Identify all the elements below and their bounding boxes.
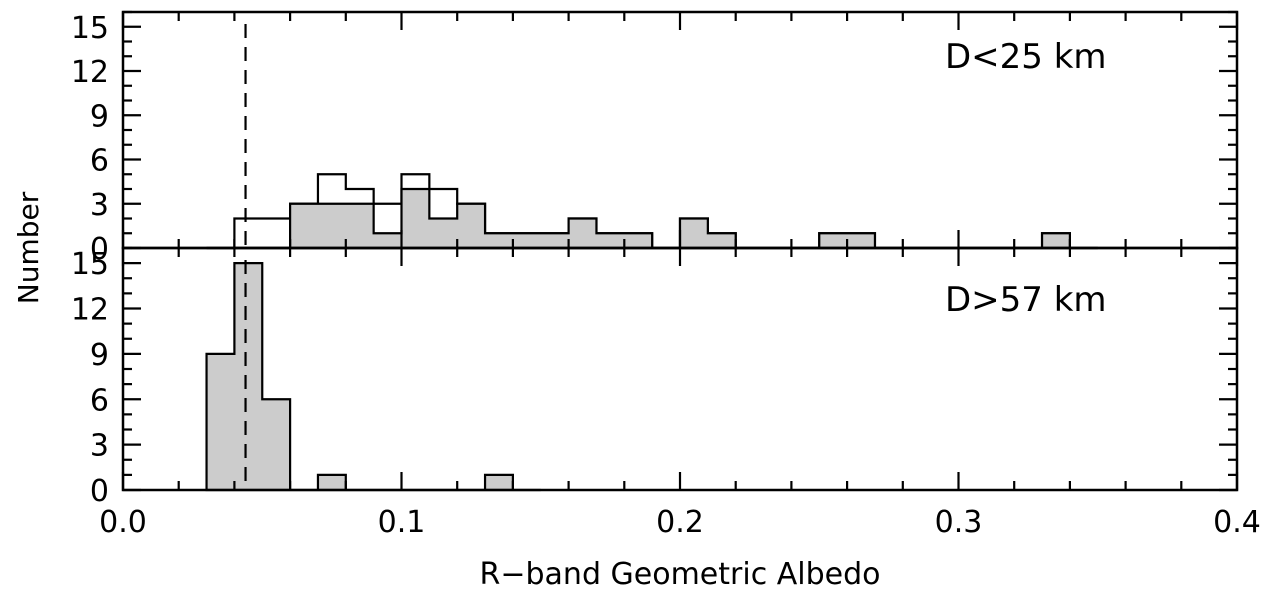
bottom-y-tick-label: 15 bbox=[71, 247, 109, 282]
top-y-tick-label: 9 bbox=[90, 99, 109, 134]
top-open-bar bbox=[262, 219, 290, 249]
bottom-filled-bar bbox=[318, 475, 346, 490]
bottom-panel: 0 3 6 9 12 15 bbox=[71, 246, 1239, 509]
x-tick-label: 0.4 bbox=[1213, 505, 1261, 540]
top-y-tick-label: 15 bbox=[71, 11, 109, 46]
top-y-tick-label: 6 bbox=[90, 144, 109, 179]
bottom-y-tick-label: 3 bbox=[90, 429, 109, 464]
y-axis-label: Number bbox=[12, 191, 45, 304]
top-filled-bar bbox=[708, 233, 736, 248]
bottom-filled-bar bbox=[262, 399, 290, 490]
top-y-tick-label: 0 bbox=[90, 232, 109, 267]
top-filled-bar bbox=[624, 233, 652, 248]
x-tick-label: 0.1 bbox=[378, 505, 426, 540]
top-filled-bar bbox=[596, 233, 624, 248]
bottom-y-tick-label: 9 bbox=[90, 338, 109, 373]
top-filled-bar bbox=[513, 233, 541, 248]
top-filled-bar bbox=[457, 204, 485, 248]
top-filled-bar bbox=[290, 204, 318, 248]
x-tick-label: 0.3 bbox=[935, 505, 983, 540]
top-filled-bar bbox=[541, 233, 569, 248]
top-filled-bar bbox=[680, 219, 708, 249]
top-filled-bar bbox=[374, 233, 402, 248]
top-filled-bar bbox=[847, 233, 875, 248]
top-filled-bar bbox=[1042, 233, 1070, 248]
bottom-y-tick-label: 12 bbox=[71, 293, 109, 328]
top-filled-bar bbox=[485, 233, 513, 248]
top-y-tick-label: 12 bbox=[71, 55, 109, 90]
x-axis: 0.0 0.1 0.2 0.3 0.4 bbox=[99, 505, 1261, 540]
top-filled-bar bbox=[429, 219, 457, 249]
bottom-filled-bar bbox=[234, 263, 262, 490]
bottom-panel-annotation: D>57 km bbox=[945, 280, 1107, 320]
bottom-y-tick-label: 6 bbox=[90, 383, 109, 418]
top-open-bar bbox=[234, 219, 262, 249]
top-filled-bar bbox=[318, 204, 346, 248]
top-panel-annotation: D<25 km bbox=[945, 37, 1107, 77]
x-tick-label: 0.2 bbox=[656, 505, 704, 540]
top-y-tick-label: 3 bbox=[90, 188, 109, 223]
bottom-filled-bar bbox=[485, 475, 513, 490]
x-axis-label: R−band Geometric Albedo bbox=[480, 557, 881, 592]
top-filled-bar bbox=[819, 233, 847, 248]
top-filled-bar bbox=[346, 204, 374, 248]
bottom-y-tick-label: 0 bbox=[90, 474, 109, 509]
x-tick-label: 0.0 bbox=[99, 505, 147, 540]
bottom-filled-bar bbox=[207, 354, 235, 490]
top-filled-bar bbox=[402, 189, 430, 248]
top-filled-bar bbox=[569, 219, 597, 249]
